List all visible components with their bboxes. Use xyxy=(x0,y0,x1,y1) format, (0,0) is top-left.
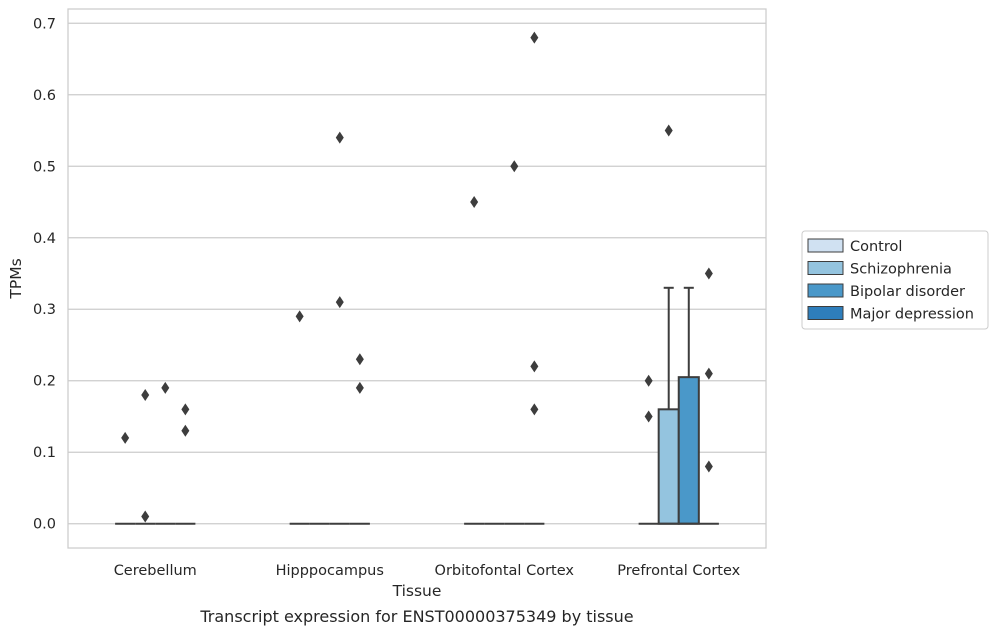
x-tick-label: Hipppocampus xyxy=(276,563,384,579)
legend-label: Bipolar disorder xyxy=(850,284,965,300)
box xyxy=(464,196,485,525)
legend-item: Bipolar disorder xyxy=(807,283,965,300)
y-tick-label: 0.7 xyxy=(33,16,56,32)
box xyxy=(698,267,719,525)
x-tick-label: Prefrontal Cortex xyxy=(617,563,740,579)
legend-label: Major depression xyxy=(850,307,974,323)
legend-swatch xyxy=(807,306,844,320)
legend: Control Schizophrenia Bipolar disorder Majo… xyxy=(801,230,989,330)
outlier-point xyxy=(644,410,653,423)
outlier-point xyxy=(335,131,344,144)
outlier-point xyxy=(181,424,190,437)
box xyxy=(349,353,370,525)
outlier-point xyxy=(141,389,150,402)
y-tick-label: 0.1 xyxy=(33,445,56,461)
box xyxy=(289,310,310,525)
outlier-point xyxy=(355,381,364,394)
box xyxy=(638,374,659,525)
legend-swatch xyxy=(807,261,844,275)
outlier-point xyxy=(295,310,304,323)
legend-item: Schizophrenia xyxy=(807,261,952,278)
box xyxy=(677,286,700,525)
y-tick-label: 0.0 xyxy=(33,517,56,533)
box xyxy=(115,431,136,525)
outlier-point xyxy=(121,431,130,444)
y-tick-label: 0.6 xyxy=(33,88,56,104)
box xyxy=(155,381,176,525)
outlier-point xyxy=(664,124,673,137)
box xyxy=(657,124,680,525)
outlier-point xyxy=(470,196,479,209)
gridlines xyxy=(68,22,766,525)
box xyxy=(504,160,525,525)
outlier-point xyxy=(181,403,190,416)
y-tick-label: 0.2 xyxy=(33,374,56,390)
x-axis-title: Tissue xyxy=(392,582,442,600)
legend-swatch xyxy=(807,238,844,253)
legend-frame xyxy=(801,230,989,330)
box xyxy=(329,131,350,525)
box xyxy=(175,403,196,525)
outlier-point xyxy=(704,367,713,380)
x-tick-labels: Cerebellum Hipppocampus Orbitofontal Corte… xyxy=(114,563,741,579)
y-tick-label: 0.4 xyxy=(33,231,56,247)
outlier-point xyxy=(704,267,713,280)
y-axis-title: TPMs xyxy=(7,258,25,299)
x-tick-label: Orbitofontal Cortex xyxy=(435,563,575,579)
y-tick-labels: 0.0 0.1 0.2 0.3 0.4 0.5 0.6 0.7 xyxy=(33,16,56,532)
legend-item: Major depression xyxy=(807,306,974,323)
y-tick-label: 0.5 xyxy=(33,159,56,175)
plot-area xyxy=(115,31,719,525)
box xyxy=(135,389,156,525)
outlier-point xyxy=(704,460,713,473)
outlier-point xyxy=(161,381,170,394)
outlier-point xyxy=(355,353,364,366)
outlier-point xyxy=(141,510,150,523)
legend-label: Control xyxy=(850,239,902,255)
box xyxy=(524,31,545,525)
x-tick-label: Cerebellum xyxy=(114,563,197,579)
outlier-point xyxy=(335,296,344,309)
outlier-point xyxy=(644,374,653,387)
outlier-point xyxy=(530,360,539,373)
y-tick-label: 0.3 xyxy=(33,302,56,318)
outlier-point xyxy=(530,403,539,416)
chart-caption: Transcript expression for ENST0000037534… xyxy=(199,607,633,626)
legend-item: Control xyxy=(807,238,902,255)
outlier-point xyxy=(530,31,539,44)
box-body xyxy=(677,376,700,525)
plot-frame xyxy=(67,8,767,549)
legend-label: Schizophrenia xyxy=(850,262,952,278)
outlier-point xyxy=(510,160,519,173)
box-body xyxy=(657,408,680,525)
legend-swatch xyxy=(807,283,844,298)
